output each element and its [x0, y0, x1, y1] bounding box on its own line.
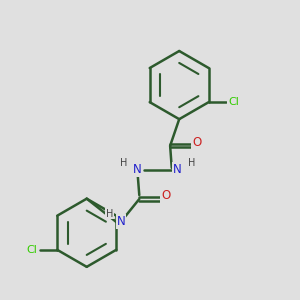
Text: O: O — [161, 189, 170, 202]
Text: H: H — [120, 158, 127, 168]
Text: N: N — [117, 215, 125, 228]
Text: N: N — [173, 163, 182, 176]
Text: Cl: Cl — [228, 97, 239, 107]
Text: H: H — [106, 208, 113, 219]
Text: Cl: Cl — [27, 245, 38, 255]
Text: H: H — [188, 158, 195, 168]
Text: O: O — [192, 136, 201, 149]
Text: N: N — [133, 163, 142, 176]
